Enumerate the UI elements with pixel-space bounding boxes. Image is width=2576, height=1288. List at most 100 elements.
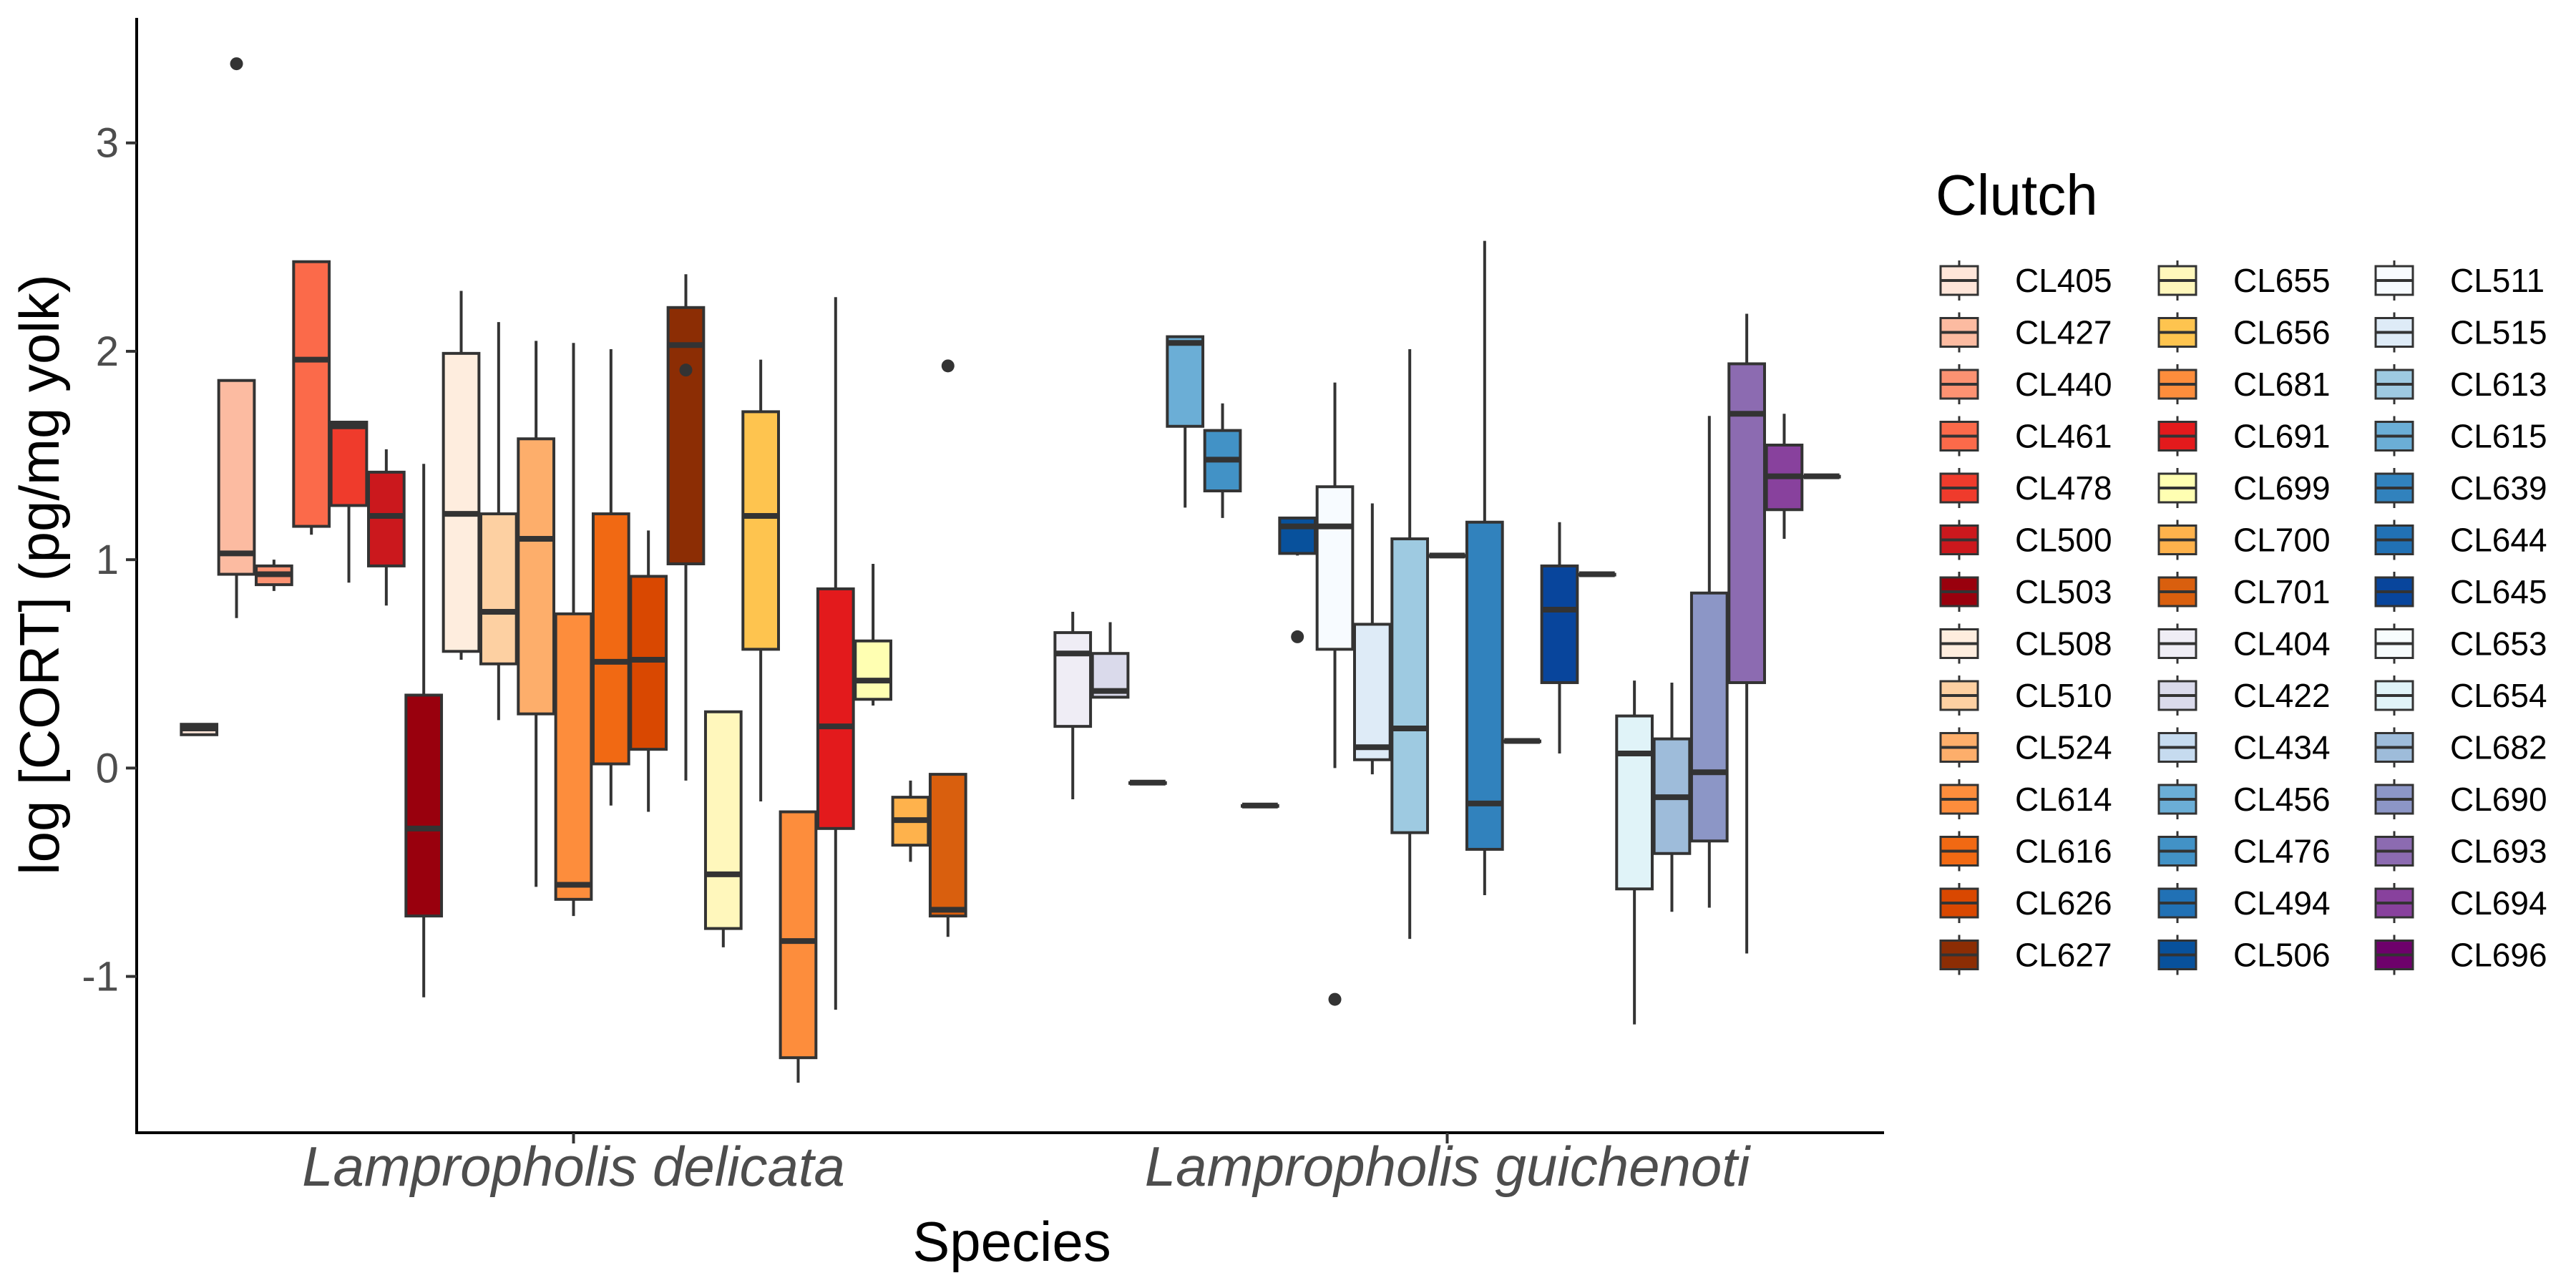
legend-key-cl656: CL656: [2157, 312, 2331, 353]
legend-key-cl494: CL494: [2157, 883, 2331, 923]
box-cl503: [404, 464, 444, 997]
box-cl524: [517, 341, 556, 887]
legend-label: CL510: [2015, 677, 2112, 714]
box-body: [1727, 362, 1766, 684]
box-cl693: [1727, 313, 1766, 954]
legend-label: CL434: [2233, 729, 2331, 766]
legend-key-cl654: CL654: [2374, 675, 2547, 716]
box-body: [1615, 714, 1654, 891]
x-tick-label: Lampropholis guichenoti: [1145, 1135, 1752, 1198]
legend-label: CL700: [2233, 522, 2331, 559]
legend-key-cl405: CL405: [1939, 260, 2112, 301]
legend-key-cl422: CL422: [2157, 675, 2331, 716]
box-cl434: [1128, 779, 1167, 786]
legend-key-cl700: CL700: [2157, 519, 2331, 560]
legend-label: CL614: [2015, 781, 2112, 818]
box-body: [217, 379, 256, 576]
x-tick-label: Lampropholis delicata: [302, 1135, 845, 1198]
legend-label: CL500: [2015, 522, 2112, 559]
box-body: [1166, 335, 1205, 428]
legend-label: CL456: [2233, 781, 2331, 818]
box-cl616: [591, 349, 630, 806]
box-cl626: [629, 530, 668, 812]
legend-key-cl506: CL506: [2157, 935, 2331, 975]
legend-label: CL405: [2015, 262, 2112, 299]
legend-key-cl639: CL639: [2374, 468, 2547, 508]
y-tick-label: -1: [82, 954, 119, 1000]
box-cl405: [180, 723, 219, 736]
legend-label: CL440: [2015, 366, 2112, 403]
box-cl691: [816, 297, 855, 1010]
legend-key-cl616: CL616: [1939, 831, 2112, 872]
box-cl427: [217, 57, 256, 618]
legend-key-cl510: CL510: [1939, 675, 2112, 716]
legend-label: CL694: [2450, 884, 2547, 922]
legend-key-cl653: CL653: [2374, 623, 2547, 664]
box-cl515: [1352, 503, 1392, 775]
legend-key-cl681: CL681: [2157, 364, 2331, 404]
y-tick-label: 0: [96, 745, 119, 791]
box-cl644: [1503, 738, 1542, 744]
box-body: [928, 773, 967, 918]
legend-label: CL681: [2233, 366, 2331, 403]
box-body: [367, 470, 406, 567]
box-cl456: [1166, 335, 1205, 508]
box-body: [1315, 485, 1355, 651]
legend-key-cl645: CL645: [2374, 572, 2547, 612]
legend-label: CL615: [2450, 418, 2547, 455]
legend-key-cl626: CL626: [1939, 883, 2112, 923]
box-cl639: [1465, 240, 1504, 896]
y-tick-label: 1: [96, 537, 119, 583]
legend-label: CL693: [2450, 833, 2547, 870]
box-cl510: [479, 322, 518, 721]
legend-label: CL696: [2450, 937, 2547, 974]
axes: -1 0 1 2 3 Lampropholis delicata Lampropholis …: [82, 18, 1884, 1198]
box-cl614: [554, 343, 593, 917]
legend-key-cl690: CL690: [2374, 779, 2547, 819]
legend-label: CL511: [2450, 262, 2545, 299]
legend-label: CL478: [2015, 469, 2112, 507]
outlier-point: [941, 359, 955, 373]
legend-label: CL613: [2450, 366, 2547, 403]
outlier-point: [1328, 992, 1342, 1006]
y-tick-label: 3: [96, 120, 119, 167]
legend-key-cl694: CL694: [2374, 883, 2547, 923]
box-cl613: [1390, 349, 1430, 940]
legend-label: CL699: [2233, 469, 2331, 507]
box-body: [1465, 520, 1504, 851]
legend-key-cl478: CL478: [1939, 468, 2112, 508]
box-body: [629, 575, 668, 751]
legend-key-cl515: CL515: [2374, 312, 2547, 353]
outlier-point: [679, 364, 693, 377]
legend-key-cl691: CL691: [2157, 416, 2331, 457]
legend-label: CL627: [2015, 937, 2112, 974]
box-body: [1390, 537, 1430, 834]
legend-key-cl461: CL461: [1939, 416, 2112, 457]
legend-label: CL626: [2015, 884, 2112, 922]
legend-label: CL524: [2015, 729, 2112, 766]
box-cl655: [703, 710, 743, 947]
legend-label: CL461: [2015, 418, 2112, 455]
box-body: [404, 693, 444, 918]
box-cl508: [441, 291, 481, 660]
legend-label: CL494: [2233, 884, 2331, 922]
box-body: [441, 351, 481, 653]
legend-label: CL616: [2015, 833, 2112, 870]
legend: Clutch CL405 CL427 CL440 CL461 CL478 CL500 CL5…: [1936, 163, 2547, 975]
legend-key-cl614: CL614: [1939, 779, 2112, 819]
box-body: [517, 437, 556, 716]
legend-key-cl434: CL434: [2157, 727, 2331, 768]
box-body: [1540, 564, 1579, 684]
box-cl440: [255, 560, 293, 591]
legend-label: CL515: [2450, 314, 2547, 351]
outlier-point: [230, 57, 243, 71]
legend-key-cl627: CL627: [1939, 935, 2112, 975]
box-cl422: [1091, 622, 1130, 699]
legend-key-cl615: CL615: [2374, 416, 2547, 457]
legend-title: Clutch: [1936, 163, 2098, 227]
box-cl404: [1053, 611, 1093, 800]
box-body: [554, 612, 593, 901]
legend-label: CL690: [2450, 781, 2547, 818]
legend-label: CL691: [2233, 418, 2331, 455]
